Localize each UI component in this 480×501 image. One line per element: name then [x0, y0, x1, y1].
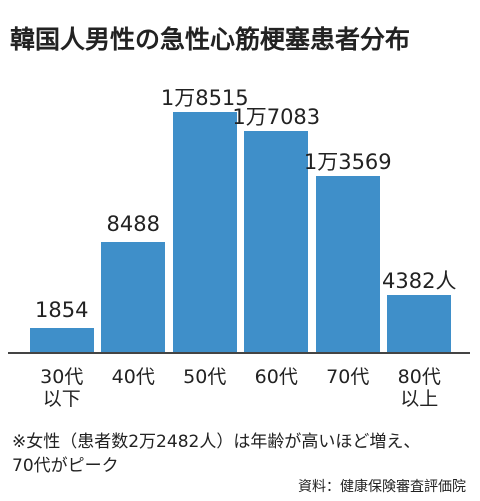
value-label: 4382人	[382, 269, 457, 294]
value-label: 1万7083	[232, 104, 321, 129]
source: 資料：健康保険審査評価院	[298, 479, 466, 495]
value-label: 1854	[35, 297, 89, 322]
bar	[29, 327, 94, 352]
baseline	[8, 352, 470, 354]
value-label: 1万3569	[303, 150, 392, 175]
x-tick-label: 40代	[111, 366, 155, 388]
bar	[101, 241, 166, 352]
x-tick-label: 50代	[183, 366, 227, 388]
note: ※女性（患者数2万2482人）は年齢が高いほど増え、 70代がピーク	[12, 432, 421, 476]
value-label: 1万8515	[160, 86, 249, 110]
x-tick-label: 70代	[326, 366, 370, 388]
x-tick-label: 30代 以下	[40, 366, 84, 410]
bar	[387, 295, 452, 352]
x-tick-label: 80代 以上	[397, 366, 441, 410]
bar	[172, 112, 237, 352]
bar	[244, 130, 309, 352]
chart-title: 韓国人男性の急性心筋梗塞患者分布	[10, 25, 411, 54]
x-tick-label: 60代	[254, 366, 298, 388]
value-label: 8488	[106, 211, 160, 236]
bar	[315, 176, 380, 352]
